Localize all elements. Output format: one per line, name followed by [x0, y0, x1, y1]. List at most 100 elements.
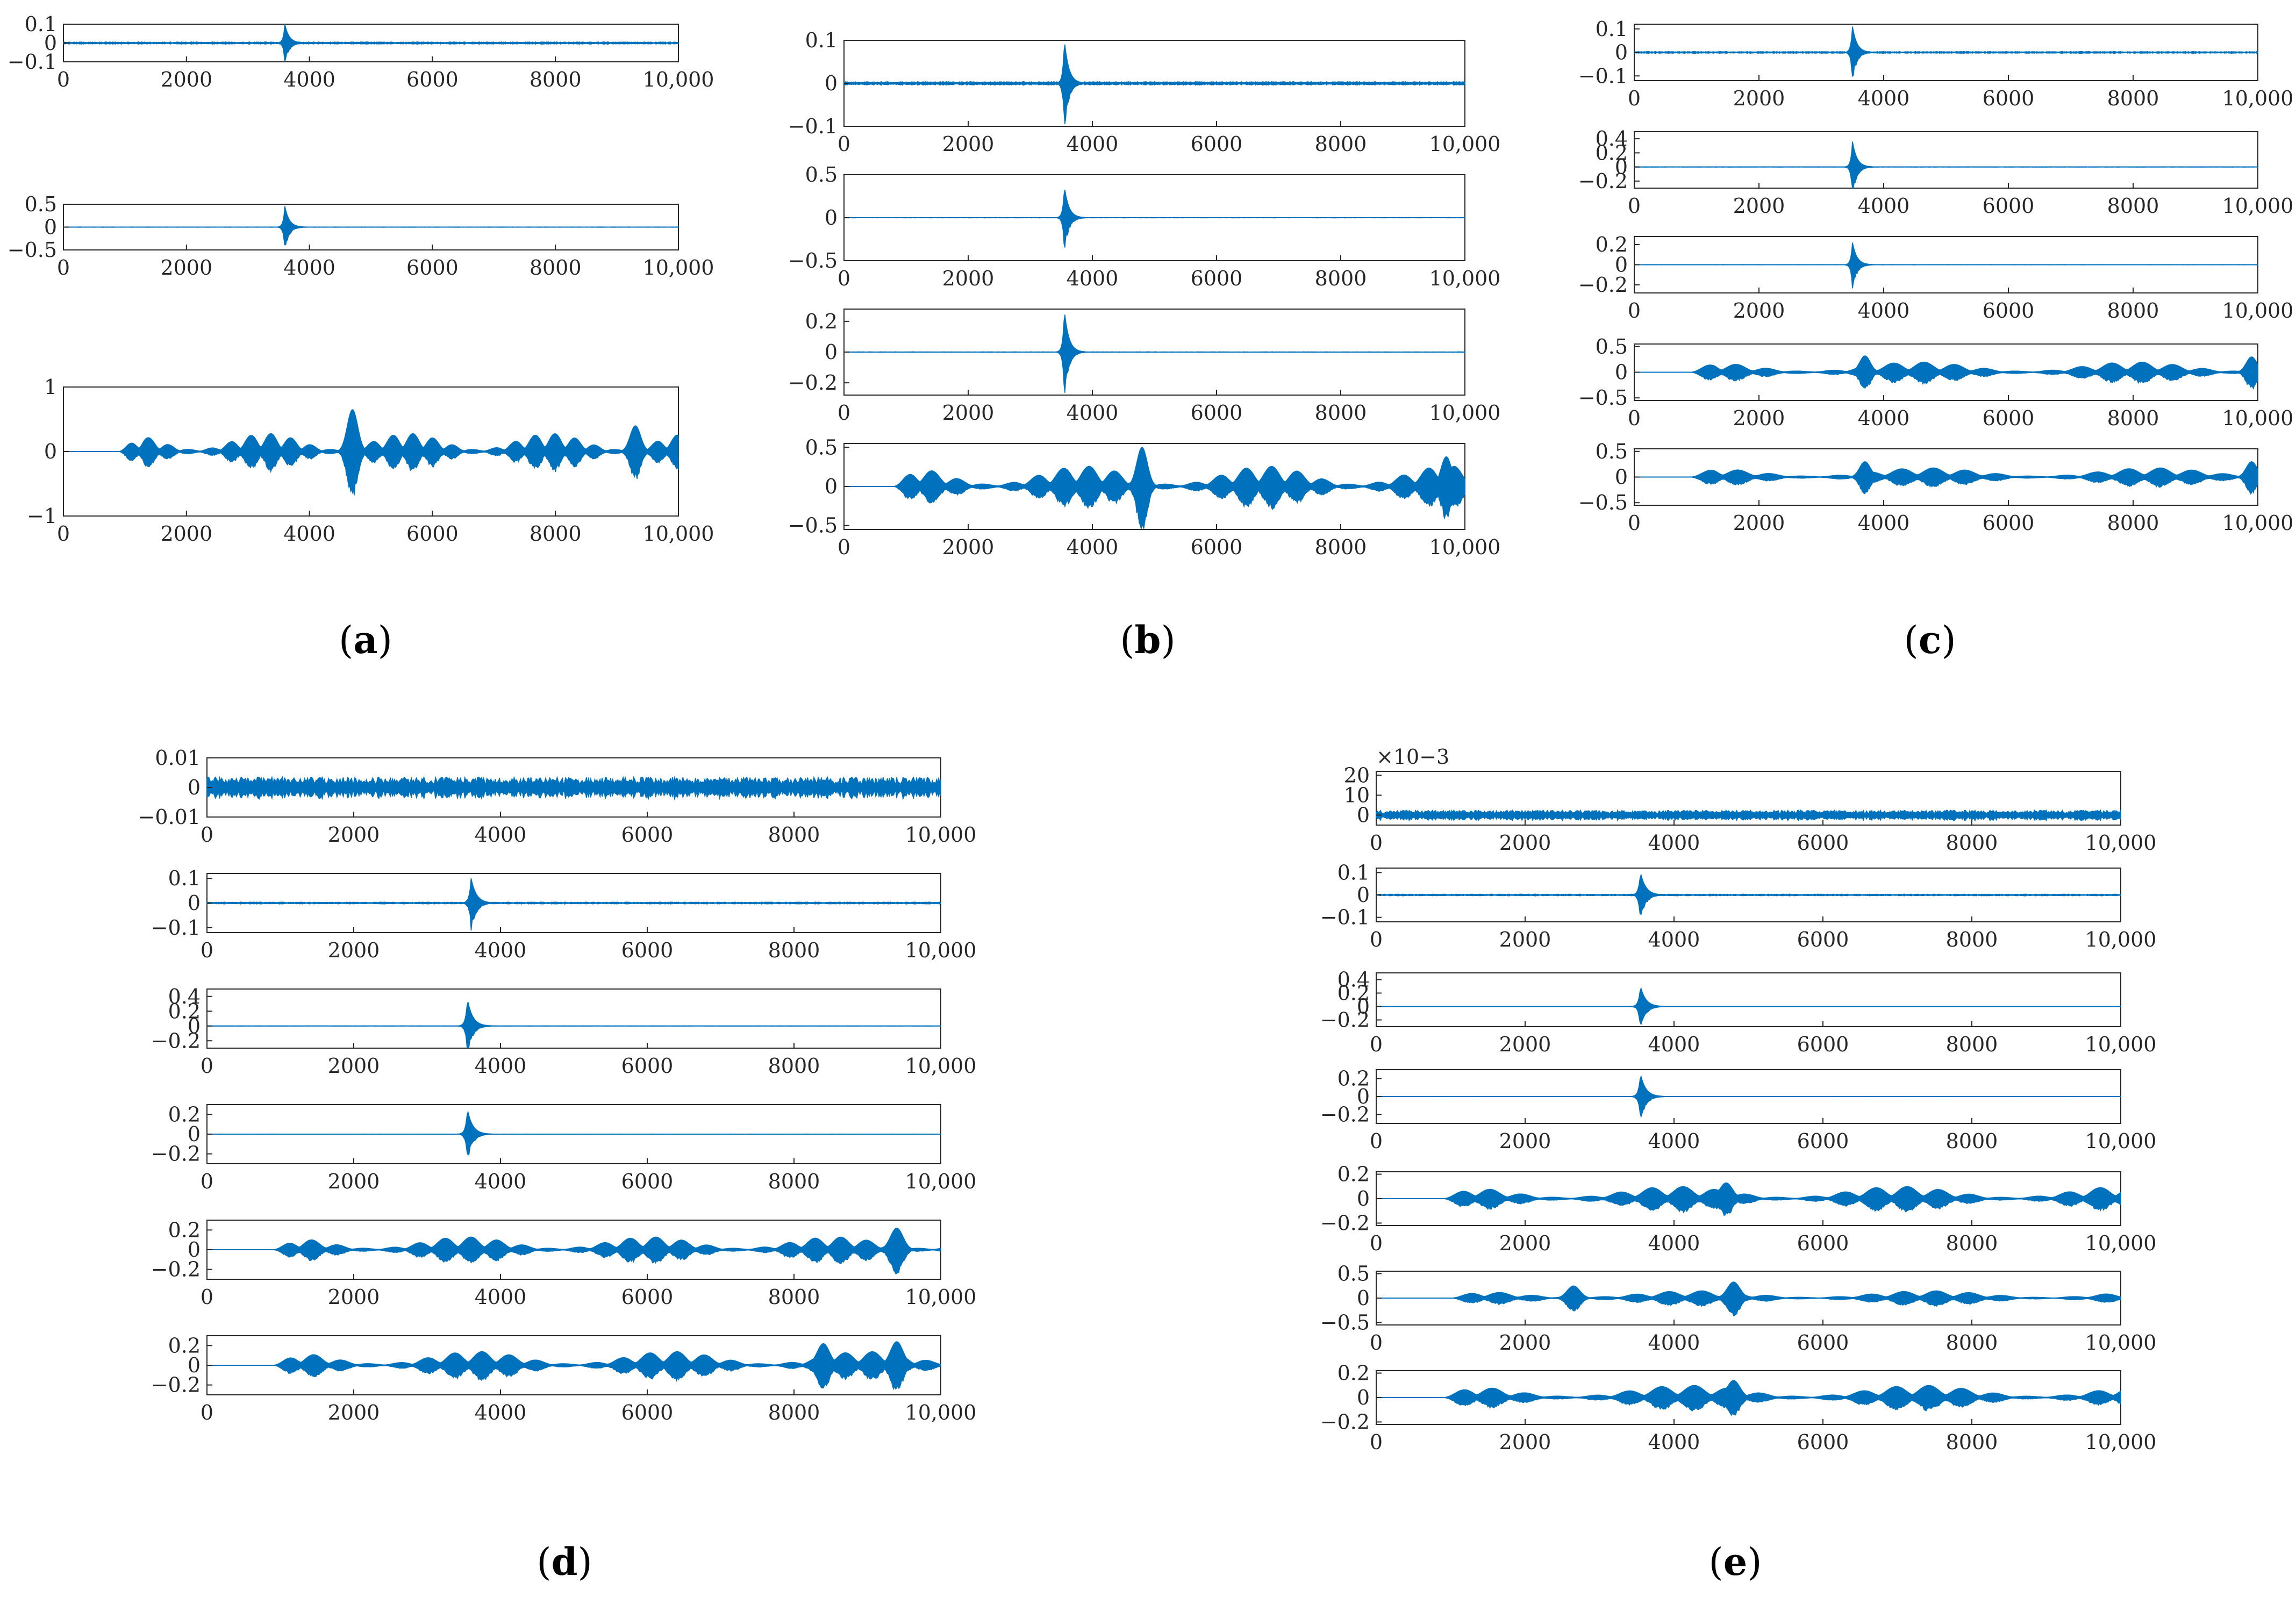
x-tick-label: 4000 — [475, 823, 527, 847]
y-tick-label: 0.5 — [1337, 1262, 1370, 1286]
x-tick-label: 10,000 — [2085, 1231, 2157, 1255]
x-tick-label: 6000 — [1191, 535, 1243, 559]
subplot-e-6: 0.50−0.50 2000 4000 6000 8000 10,000 — [1320, 1262, 2157, 1355]
x-tick-label: 8000 — [2107, 87, 2159, 110]
x-tick-label: 6000 — [621, 1054, 674, 1078]
y-tick-label: 0.4 — [1596, 127, 1628, 151]
x-tick-label: 6000 — [1191, 401, 1243, 425]
axes-box — [1376, 771, 2121, 826]
y-tick-label: 0.2 — [1337, 1163, 1370, 1186]
x-tick-label: 0 — [1370, 1231, 1383, 1255]
x-tick-label: 4000 — [475, 1054, 527, 1078]
x-tick-label: 10,000 — [2085, 1033, 2157, 1056]
x-tick-label: 4000 — [1648, 1033, 1700, 1056]
x-tick-label: 2000 — [1499, 1231, 1551, 1255]
signal-series — [206, 776, 941, 801]
x-tick-label: 6000 — [1983, 511, 2035, 535]
x-tick-label: 0 — [1370, 1129, 1383, 1153]
x-tick-label: 2000 — [160, 522, 212, 546]
subplot-a-1: 0.10−0.10 2000 4000 6000 8000 10,000 — [8, 12, 714, 91]
x-tick-label: 4000 — [1648, 928, 1700, 951]
y-tick-label: 0 — [188, 1122, 201, 1146]
x-tick-label: 2000 — [328, 1401, 380, 1424]
y-tick-label: 10 — [1344, 783, 1370, 807]
x-tick-label: 6000 — [621, 1401, 674, 1424]
signal-series — [1376, 1281, 2121, 1316]
y-tick-label: 0.5 — [805, 435, 838, 459]
x-tick-label: 6000 — [406, 256, 459, 280]
x-tick-label: 0 — [838, 267, 850, 290]
y-tick-label: 0 — [1357, 1286, 1370, 1310]
panel-a: 0.10−0.10 2000 4000 6000 8000 10,0000.50−0.50… — [8, 12, 714, 662]
subplot-a-2: 0.50−0.50 2000 4000 6000 8000 10,000 — [8, 192, 714, 280]
x-tick-label: 4000 — [1648, 1331, 1700, 1355]
x-tick-label: 10,000 — [2222, 87, 2294, 110]
y-tick-label: 0.2 — [805, 310, 838, 333]
y-tick-label: −0.2 — [1578, 169, 1628, 193]
y-tick-label: 0 — [1615, 361, 1628, 384]
y-tick-label: 20 — [1344, 763, 1370, 787]
panel-caption-letter: e — [1723, 1539, 1748, 1584]
x-tick-label: 6000 — [1797, 1331, 1849, 1355]
axes-box — [206, 988, 941, 1049]
signal-series — [207, 1227, 941, 1274]
y-tick-label: 0.2 — [1337, 981, 1370, 1005]
signal-series — [844, 447, 1465, 529]
x-tick-label: 8000 — [1315, 401, 1367, 425]
y-tick-label: −1 — [27, 504, 57, 528]
y-tick-label: 0.2 — [1337, 1067, 1370, 1091]
x-tick-label: 10,000 — [1429, 401, 1501, 425]
x-tick-label: 2000 — [942, 267, 995, 290]
x-tick-label: 8000 — [768, 823, 820, 847]
x-tick-label: 2000 — [942, 535, 995, 559]
x-tick-label: 8000 — [768, 938, 820, 962]
y-tick-label: 0 — [1357, 1187, 1370, 1210]
x-tick-label: 10,000 — [2222, 406, 2294, 430]
y-tick-label: 0.4 — [1337, 968, 1370, 992]
x-tick-label: 0 — [1628, 406, 1641, 430]
subplot-d-4: 0.20−0.20 2000 4000 6000 8000 10,000 — [151, 1102, 977, 1193]
x-tick-label: 0 — [201, 823, 213, 847]
subplot-c-3: 0.20−0.20 2000 4000 6000 8000 10,000 — [1578, 233, 2294, 323]
x-tick-label: 8000 — [768, 1170, 820, 1193]
x-tick-label: 10,000 — [905, 1285, 977, 1309]
panel-caption-letter: a — [353, 618, 377, 662]
x-tick-label: 8000 — [768, 1401, 820, 1424]
x-tick-label: 8000 — [530, 256, 582, 280]
x-tick-label: 4000 — [1648, 1129, 1700, 1153]
x-tick-label: 10,000 — [905, 1401, 977, 1424]
x-tick-label: 0 — [838, 132, 850, 156]
y-tick-label: 1 — [44, 375, 57, 399]
x-tick-label: 10,000 — [1429, 535, 1501, 559]
y-tick-label: −0.5 — [788, 514, 838, 538]
subplot-e-2: 0.10−0.10 2000 4000 6000 8000 10,000 — [1320, 861, 2157, 951]
y-tick-label: −0.2 — [1320, 1410, 1370, 1434]
x-tick-label: 0 — [838, 535, 850, 559]
y-tick-label: 0 — [825, 206, 838, 230]
subplot-e-3: 0.40.20−0.20 2000 4000 6000 8000 10,000 — [1320, 968, 2157, 1057]
y-tick-label: 0 — [188, 776, 201, 799]
y-tick-label: 0.2 — [168, 999, 201, 1023]
y-exponent-label: ×10−3 — [1376, 745, 1449, 769]
subplot-d-2: 0.10−0.10 2000 4000 6000 8000 10,000 — [151, 866, 977, 962]
x-tick-label: 8000 — [1315, 132, 1367, 156]
x-tick-label: 10,000 — [2222, 194, 2294, 218]
y-tick-label: −0.2 — [788, 371, 838, 395]
y-tick-label: 0 — [825, 340, 838, 364]
x-tick-label: 4000 — [283, 256, 335, 280]
x-tick-label: 4000 — [1067, 267, 1119, 290]
x-tick-label: 2000 — [328, 938, 380, 962]
x-tick-label: 10,000 — [2085, 1331, 2157, 1355]
y-tick-label: −0.2 — [151, 1142, 201, 1166]
x-tick-label: 8000 — [530, 522, 582, 546]
x-tick-label: 8000 — [1946, 1033, 1998, 1056]
subplot-c-5: 0.50−0.50 2000 4000 6000 8000 10,000 — [1578, 440, 2294, 535]
y-tick-label: 0 — [1357, 995, 1370, 1019]
y-tick-label: 0 — [1357, 803, 1370, 827]
x-tick-label: 0 — [1628, 87, 1641, 110]
panel-caption-c: (c) — [1904, 618, 1956, 662]
panel-caption-e: (e) — [1708, 1539, 1762, 1584]
x-tick-label: 2000 — [1499, 1129, 1551, 1153]
x-tick-label: 2000 — [1499, 928, 1551, 951]
x-tick-label: 10,000 — [2085, 1430, 2157, 1454]
